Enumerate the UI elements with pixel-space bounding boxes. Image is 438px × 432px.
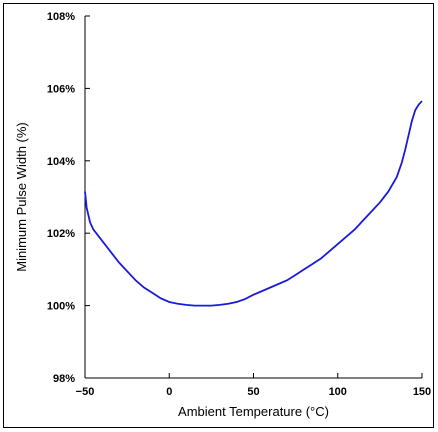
x-tick-label: 100: [329, 386, 347, 398]
y-tick-label: 100%: [47, 301, 75, 313]
x-tick-label: −50: [76, 386, 95, 398]
y-tick-label: 104%: [47, 156, 75, 168]
y-tick-label: 102%: [47, 228, 75, 240]
y-axis-title: Minimum Pulse Width (%): [14, 122, 29, 272]
y-tick-label: 108%: [47, 11, 75, 23]
y-ticks: 98% 100% 102% 104% 106% 108%: [47, 11, 90, 385]
y-tick-label: 98%: [53, 373, 75, 385]
y-tick-label: 106%: [47, 83, 75, 95]
series-line: [84, 100, 423, 307]
x-tick-label: 150: [413, 386, 431, 398]
chart-frame: [3, 3, 434, 428]
x-ticks: −50 0 50 100 150: [76, 373, 431, 398]
x-tick-label: 50: [247, 386, 259, 398]
x-axis-title: Ambient Temperature (°C): [178, 404, 329, 419]
x-tick-label: 0: [166, 386, 172, 398]
